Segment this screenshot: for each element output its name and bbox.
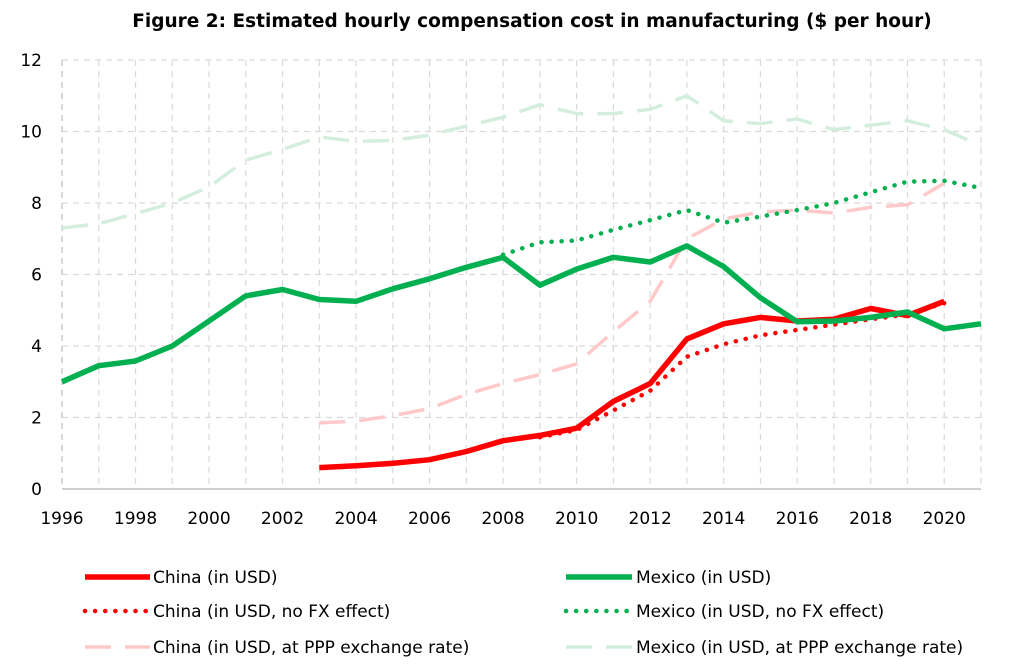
series-line-5 (61, 94, 982, 230)
x-tick-label: 2010 (555, 509, 598, 529)
legend-item: Mexico (in USD) (566, 568, 771, 588)
legend-label: China (in USD, no FX effect) (153, 602, 390, 622)
x-tick-label: 2000 (187, 509, 230, 529)
series-line-4 (319, 181, 946, 425)
axes: 0 2 4 6 8 10 12 1996 1998 2000 2002 2004 2006 2008 201… (20, 51, 981, 529)
y-tick-label: 4 (31, 337, 42, 357)
x-tick-label: 1996 (40, 509, 83, 529)
y-tick-label: 2 (31, 409, 42, 429)
grid (62, 59, 982, 489)
series-lines (60, 94, 984, 471)
series-line-3 (500, 178, 984, 258)
series-line-0 (319, 298, 946, 471)
chart-title: Figure 2: Estimated hourly compensation … (132, 11, 931, 32)
y-tick-label: 0 (31, 480, 42, 500)
legend-label: China (in USD) (153, 568, 277, 588)
legend-item: China (in USD, no FX effect) (82, 602, 390, 622)
series-line-1 (60, 243, 982, 385)
legend-label: Mexico (in USD, at PPP exchange rate) (636, 638, 963, 658)
y-tick-label: 6 (31, 266, 42, 286)
x-tick-label: 2016 (776, 509, 819, 529)
x-tick-label: 2014 (702, 509, 745, 529)
y-tick-label: 12 (20, 51, 42, 71)
legend-item: China (in USD, at PPP exchange rate) (85, 638, 469, 658)
x-tick-label: 2008 (481, 509, 524, 529)
x-tick-label: 2020 (923, 509, 966, 529)
legend-item: Mexico (in USD, at PPP exchange rate) (566, 638, 963, 658)
y-tick-label: 10 (20, 123, 42, 143)
legend-item: Mexico (in USD, no FX effect) (563, 602, 884, 622)
x-tick-label: 2018 (849, 509, 892, 529)
x-tick-label: 2004 (334, 509, 377, 529)
legend-label: China (in USD, at PPP exchange rate) (153, 638, 469, 658)
x-tick-label: 2012 (629, 509, 672, 529)
legend: China (in USD) Mexico (in USD) China (in U… (82, 568, 963, 658)
legend-item: China (in USD) (85, 568, 277, 588)
x-tick-label: 1998 (114, 509, 157, 529)
x-tick-label: 2006 (408, 509, 451, 529)
x-tick-label: 2002 (261, 509, 304, 529)
y-tick-label: 8 (31, 194, 42, 214)
legend-label: Mexico (in USD) (636, 568, 771, 588)
legend-label: Mexico (in USD, no FX effect) (636, 602, 884, 622)
